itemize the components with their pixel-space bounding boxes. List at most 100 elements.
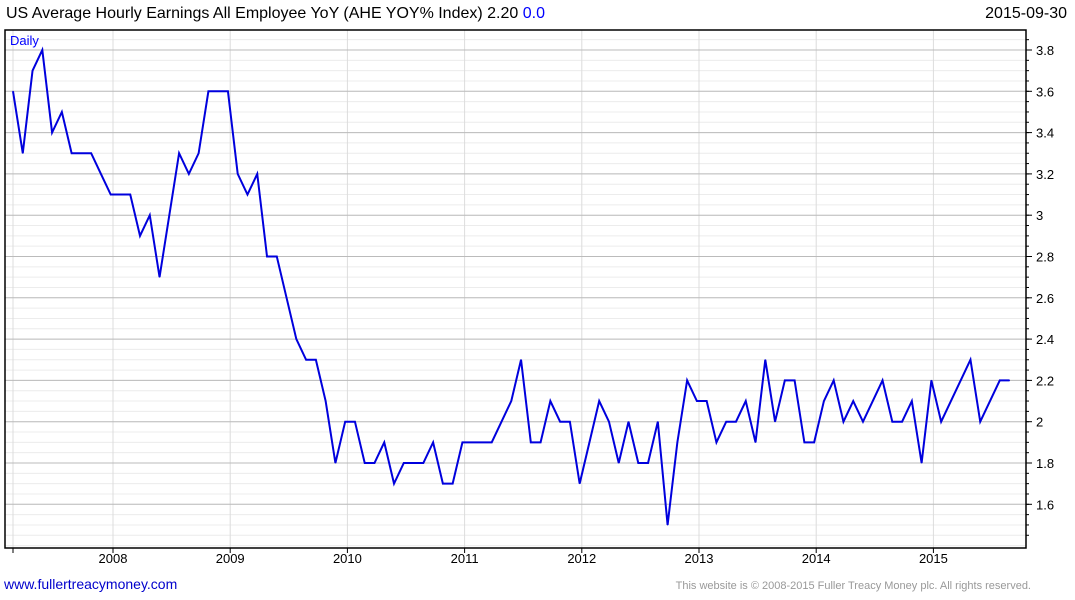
- data-point: [901, 421, 903, 423]
- x-tick-label: 2008: [99, 551, 128, 566]
- data-point: [471, 441, 473, 443]
- data-point: [588, 441, 590, 443]
- data-point: [950, 400, 952, 402]
- data-point: [862, 421, 864, 423]
- data-point: [842, 421, 844, 423]
- data-point: [256, 173, 258, 175]
- data-point: [168, 214, 170, 216]
- data-point: [276, 256, 278, 257]
- data-point: [432, 441, 434, 443]
- data-point: [491, 441, 493, 443]
- data-point: [188, 173, 190, 175]
- data-point: [872, 400, 874, 402]
- data-point: [579, 483, 581, 485]
- data-point: [940, 421, 942, 423]
- y-tick-label: 2.8: [1036, 250, 1054, 265]
- data-point: [686, 379, 688, 381]
- data-point: [139, 235, 141, 237]
- data-point: [559, 421, 561, 423]
- data-point: [373, 462, 375, 464]
- data-point: [481, 441, 483, 443]
- y-tick-label: 2.6: [1036, 291, 1054, 306]
- data-point: [735, 421, 737, 423]
- y-tick-label: 2: [1036, 415, 1043, 430]
- data-point: [667, 524, 669, 526]
- data-point: [364, 462, 366, 464]
- data-point: [803, 441, 805, 443]
- data-point: [315, 359, 317, 361]
- data-point: [960, 379, 962, 381]
- data-point: [325, 400, 327, 402]
- x-tick-label: 2013: [685, 551, 714, 566]
- data-point: [119, 194, 121, 196]
- x-tick-label: 2012: [567, 551, 596, 566]
- data-point: [61, 111, 63, 113]
- data-point: [833, 379, 835, 381]
- data-point: [618, 462, 620, 464]
- site-link[interactable]: www.fullertreacymoney.com: [4, 576, 178, 592]
- data-point: [159, 276, 161, 278]
- data-point: [344, 421, 346, 423]
- data-point: [715, 441, 717, 443]
- last-value: 2.20: [487, 5, 519, 22]
- data-point: [969, 359, 971, 361]
- data-point: [598, 400, 600, 402]
- data-point: [90, 152, 92, 154]
- data-point: [764, 359, 766, 361]
- data-point: [794, 379, 796, 381]
- data-point: [178, 152, 180, 154]
- data-point: [227, 90, 229, 92]
- data-point: [706, 400, 708, 402]
- data-point: [921, 462, 923, 464]
- data-point: [393, 483, 395, 485]
- data-point: [657, 421, 659, 423]
- data-point: [628, 421, 630, 423]
- data-point: [41, 49, 43, 51]
- data-point: [51, 132, 53, 134]
- chart-date: 2015-09-30: [985, 5, 1067, 22]
- y-tick-label: 3.8: [1036, 43, 1054, 58]
- data-point: [510, 400, 512, 402]
- y-tick-label: 2.2: [1036, 373, 1054, 388]
- data-point: [755, 441, 757, 443]
- plot-frame: [4, 29, 1027, 549]
- data-point: [911, 400, 913, 402]
- data-point: [80, 152, 82, 154]
- data-point: [413, 462, 415, 464]
- data-point: [422, 462, 424, 464]
- data-point: [286, 297, 288, 299]
- data-point: [403, 462, 405, 464]
- data-point: [32, 70, 34, 72]
- data-point: [999, 379, 1001, 381]
- data-point: [501, 421, 502, 423]
- data-point: [452, 483, 454, 485]
- data-point: [149, 214, 151, 216]
- chart-title: US Average Hourly Earnings All Employee …: [6, 5, 545, 23]
- y-tick-label: 2.4: [1036, 332, 1054, 347]
- data-point: [1009, 379, 1011, 381]
- data-point: [461, 441, 463, 443]
- x-tick-label: 2009: [216, 551, 245, 566]
- data-point: [110, 194, 112, 196]
- data-point: [647, 462, 649, 464]
- x-tick-label: 2014: [802, 551, 831, 566]
- data-point: [784, 379, 786, 381]
- data-point: [207, 90, 209, 92]
- y-tick-label: 1.8: [1036, 456, 1054, 471]
- data-point: [295, 338, 297, 340]
- data-point: [354, 421, 356, 423]
- data-point: [930, 379, 932, 381]
- data-point: [569, 421, 571, 423]
- data-point: [774, 421, 776, 423]
- data-point: [22, 152, 24, 154]
- y-tick-label: 3.2: [1036, 167, 1054, 182]
- data-point: [549, 400, 551, 402]
- data-point: [608, 421, 610, 423]
- data-point: [891, 421, 893, 423]
- line-chart: 1.6 1.8 2 2.2 2.4 2.6 2.8 3 3.2 3.4 3.6 3.8 2008 2009…: [4, 29, 1054, 566]
- data-point: [852, 400, 854, 402]
- data-point: [745, 400, 747, 402]
- data-point: [823, 400, 825, 402]
- x-tick-label: 2011: [451, 551, 479, 566]
- data-point: [520, 359, 522, 361]
